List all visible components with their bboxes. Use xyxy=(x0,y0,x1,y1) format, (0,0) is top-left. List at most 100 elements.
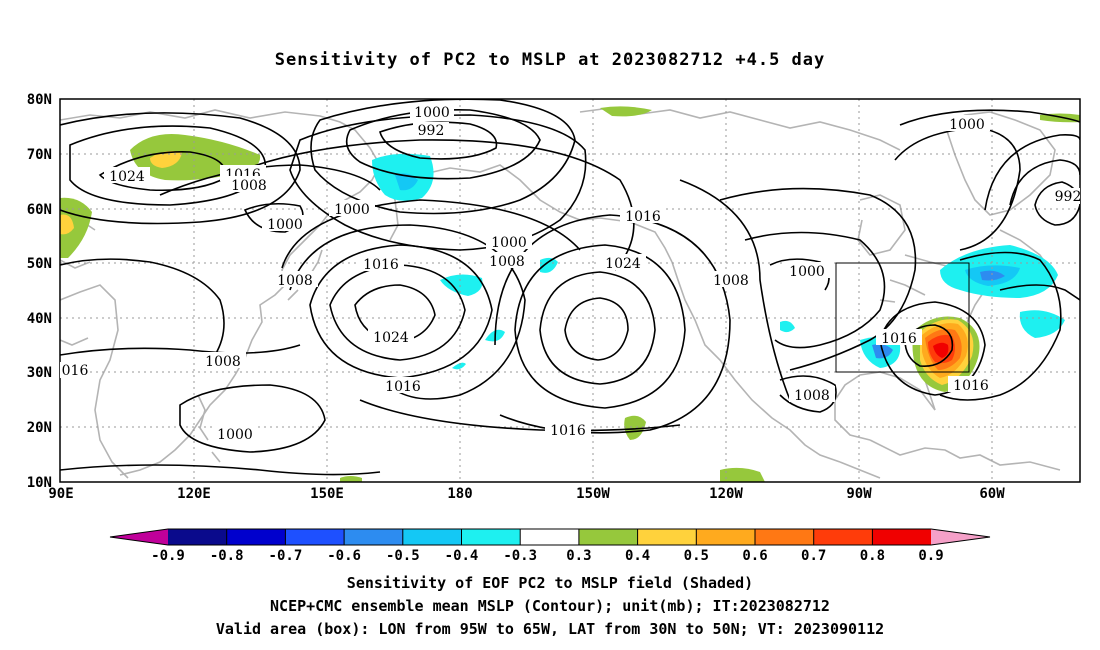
colorbar-swatch xyxy=(461,529,521,545)
caption-line-2: NCEP+CMC ensemble mean MSLP (Contour); u… xyxy=(270,597,830,615)
contour-label: 1000 xyxy=(217,427,253,443)
contour-high-pacific-east-inner xyxy=(564,297,629,361)
contour-1008-pacific-large xyxy=(281,199,581,269)
lat-label: 40N xyxy=(27,311,52,327)
axis-labels: 80N 70N 60N 50N 40N 30N 20N 10N 90E 120E… xyxy=(27,92,1006,502)
map-title: Sensitivity of PC2 to MSLP at 2023082712… xyxy=(274,50,826,70)
lon-label: 150E xyxy=(310,486,344,502)
colorbar-swatch xyxy=(168,529,227,545)
contour-asia-1008-west xyxy=(60,258,225,356)
colorbar-label: -0.4 xyxy=(445,548,479,564)
colorbar-swatch xyxy=(344,529,403,545)
colorbar-swatch xyxy=(872,529,931,545)
contour-label: 1024 xyxy=(109,169,145,185)
contour-high-siberia-outer xyxy=(60,112,301,225)
contour-label: 1000 xyxy=(491,235,527,251)
lon-label: 60W xyxy=(979,486,1005,502)
contour-label: 1008 xyxy=(489,254,525,270)
contour-1016-east-pacific xyxy=(494,214,731,434)
colorbar-label: 0.4 xyxy=(625,548,650,564)
contour-1008-north-america xyxy=(744,231,886,349)
shade-negative-atlantic xyxy=(1019,310,1065,338)
coastline-north-america-west xyxy=(671,261,841,463)
shade-positive-arctic xyxy=(600,106,652,117)
lat-label: 60N xyxy=(27,202,52,218)
caption-line-3: Valid area (box): LON from 95W to 65W, L… xyxy=(215,620,885,638)
colorbar-swatch xyxy=(696,529,755,545)
shade-negative-mexico xyxy=(780,320,795,333)
lat-label: 30N xyxy=(27,365,52,381)
colorbar-label: 0.6 xyxy=(742,548,767,564)
shade-negative-pacific-small xyxy=(540,257,558,273)
colorbar-swatch xyxy=(931,529,990,545)
colorbar-swatch xyxy=(402,529,462,545)
coastline-asia-south xyxy=(60,284,129,479)
contour-1008-south-asia xyxy=(60,464,381,476)
contour-1016-asia xyxy=(159,164,381,196)
contour-1008-east-pacific xyxy=(679,179,791,401)
contour-label: 1008 xyxy=(277,273,313,289)
contour-label: 1024 xyxy=(373,330,409,346)
contour-label: 1016 xyxy=(625,209,661,225)
contour-label: 1008 xyxy=(205,354,241,370)
colorbar-swatch xyxy=(226,529,286,545)
coastline-alaska xyxy=(419,164,673,263)
contour-label: 016 xyxy=(62,363,89,379)
contour-1008-greenland xyxy=(894,127,1021,251)
contour-label: 1000 xyxy=(267,217,303,233)
colorbar-label: -0.3 xyxy=(503,548,537,564)
contour-high-pacific-east-mid xyxy=(539,271,656,385)
lat-label: 70N xyxy=(27,147,52,163)
contour-high-pacific-east-outer xyxy=(514,244,686,409)
contour-1016-central-pacific xyxy=(289,224,526,400)
contour-labels: 1000 992 1024 1016 1008 1000 1000 1008 1… xyxy=(60,103,1081,443)
contour-low-iceland-inner xyxy=(1034,181,1080,226)
colorbar-label: 0.3 xyxy=(566,548,591,564)
colorbar-label: 0.5 xyxy=(684,548,709,564)
colorbar-swatch xyxy=(813,529,873,545)
shade-negative-pacific-tiny xyxy=(452,362,466,370)
shade-positive-siberia-core xyxy=(150,150,182,168)
lat-label: 10N xyxy=(27,475,52,491)
colorbar: -0.9 -0.8 -0.7 -0.6 -0.5 -0.4 -0.3 0.3 0… xyxy=(109,528,991,564)
lon-label: 90W xyxy=(846,486,872,502)
valid-area-box xyxy=(835,262,970,373)
lon-label: 120W xyxy=(709,486,743,502)
coastline-greenland xyxy=(944,111,1056,216)
lon-label: 90E xyxy=(48,486,73,502)
colorbar-swatch xyxy=(637,529,697,545)
contour-label: 1016 xyxy=(881,331,917,347)
contour-low-philippine-sea xyxy=(179,384,326,453)
colorbar-label: -0.8 xyxy=(210,548,244,564)
coastline-gulf-of-mexico xyxy=(834,371,936,441)
contour-asia-1008-south xyxy=(60,344,301,356)
lon-label: 150W xyxy=(576,486,610,502)
lon-label: 120E xyxy=(177,486,211,502)
contour-high-atlantic-outer xyxy=(879,301,986,396)
contour-label: 992 xyxy=(1055,189,1082,205)
colorbar-label: -0.9 xyxy=(151,548,185,564)
colorbar-outline xyxy=(109,528,991,546)
shade-positive-gulf-small xyxy=(624,415,646,440)
colorbar-label: -0.7 xyxy=(269,548,303,564)
coastline-great-lakes xyxy=(879,279,926,303)
lat-label: 80N xyxy=(27,92,52,108)
contour-label: 1016 xyxy=(953,378,989,394)
contour-label: 1000 xyxy=(414,105,450,121)
contour-label: 1008 xyxy=(713,273,749,289)
contour-label: 1008 xyxy=(794,388,830,404)
contour-high-atlantic-inner xyxy=(904,324,954,367)
coastline-philippines xyxy=(197,394,221,463)
contour-1000-greenland xyxy=(899,109,1080,126)
contour-1016-south-pacific xyxy=(359,399,681,432)
colorbar-label: 0.9 xyxy=(918,548,943,564)
contour-label: 1024 xyxy=(605,256,641,272)
contour-label: 1000 xyxy=(789,264,825,280)
contour-label: 1000 xyxy=(334,202,370,218)
caption-line-1: Sensitivity of EOF PC2 to MSLP field (Sh… xyxy=(346,574,754,592)
contour-1016-north-america xyxy=(719,187,917,371)
colorbar-swatch xyxy=(578,529,638,545)
shade-negative-bering-core xyxy=(395,173,418,191)
shade-negative-aleutian xyxy=(440,274,483,296)
